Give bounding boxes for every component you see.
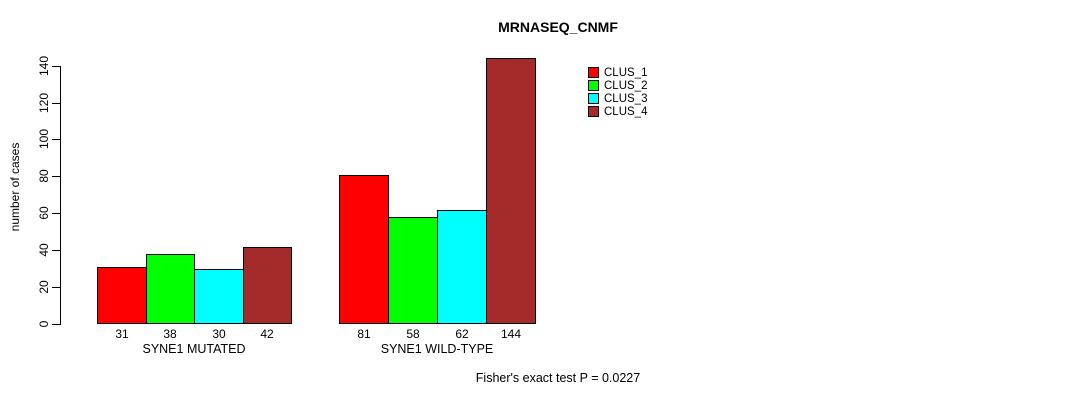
x-category-label: SYNE1 WILD-TYPE: [380, 342, 494, 356]
bar-value-label: 144: [500, 327, 522, 341]
legend-label: CLUS_4: [604, 105, 648, 118]
y-axis-tick: [52, 287, 60, 288]
legend-swatch-clus_3: [588, 93, 599, 104]
y-axis-tick-label: 0: [37, 320, 51, 328]
bar-clus_3-group1: [194, 269, 244, 324]
bar-clus_2-group2: [388, 217, 438, 324]
bar-value-label: 31: [115, 327, 129, 341]
bar-clus_4-group1: [243, 247, 292, 324]
bar-clus_2-group1: [146, 254, 195, 324]
y-axis-label: number of cases: [8, 142, 22, 232]
bar-clus_4-group2: [486, 58, 536, 324]
x-category-label: SYNE1 MUTATED: [142, 342, 246, 356]
y-axis-tick: [52, 324, 60, 325]
y-axis-tick-label: 80: [37, 169, 51, 183]
bar-clus_1-group1: [97, 267, 147, 324]
chart-title: MRNASEQ_CNMF: [498, 19, 618, 35]
legend-label: CLUS_2: [604, 79, 648, 92]
bar-value-label: 62: [455, 327, 469, 341]
legend-swatch-clus_1: [588, 67, 599, 78]
y-axis-tick-label: 40: [37, 243, 51, 257]
legend-swatch-clus_2: [588, 80, 599, 91]
legend-label: CLUS_3: [604, 92, 648, 105]
bar-clus_1-group2: [339, 175, 389, 324]
y-axis-tick-label: 120: [37, 92, 51, 114]
y-axis-tick-label: 60: [37, 206, 51, 220]
y-axis-tick: [52, 213, 60, 214]
y-axis-tick: [52, 139, 60, 140]
bar-value-label: 42: [260, 327, 274, 341]
bar-value-label: 58: [406, 327, 420, 341]
y-axis-tick-label: 100: [37, 128, 51, 150]
y-axis-tick: [52, 103, 60, 104]
y-axis-tick-label: 140: [37, 55, 51, 77]
y-axis-line: [60, 66, 61, 325]
legend-item-clus_2: CLUS_2: [588, 79, 647, 92]
y-axis-tick: [52, 176, 60, 177]
y-axis-tick-label: 20: [37, 280, 51, 294]
y-axis-tick: [52, 66, 60, 67]
bar-clus_3-group2: [437, 210, 487, 324]
bar-value-label: 81: [357, 327, 371, 341]
y-axis-tick: [52, 250, 60, 251]
bar-value-label: 30: [212, 327, 226, 341]
legend-item-clus_3: CLUS_3: [588, 92, 647, 105]
legend-item-clus_1: CLUS_1: [588, 66, 647, 79]
legend-item-clus_4: CLUS_4: [588, 105, 647, 118]
legend-swatch-clus_4: [588, 106, 599, 117]
annotation-text: Fisher's exact test P = 0.0227: [475, 371, 641, 385]
legend-label: CLUS_1: [604, 66, 648, 79]
bar-value-label: 38: [163, 327, 177, 341]
legend: CLUS_1 CLUS_2 CLUS_3 CLUS_4: [588, 66, 647, 118]
